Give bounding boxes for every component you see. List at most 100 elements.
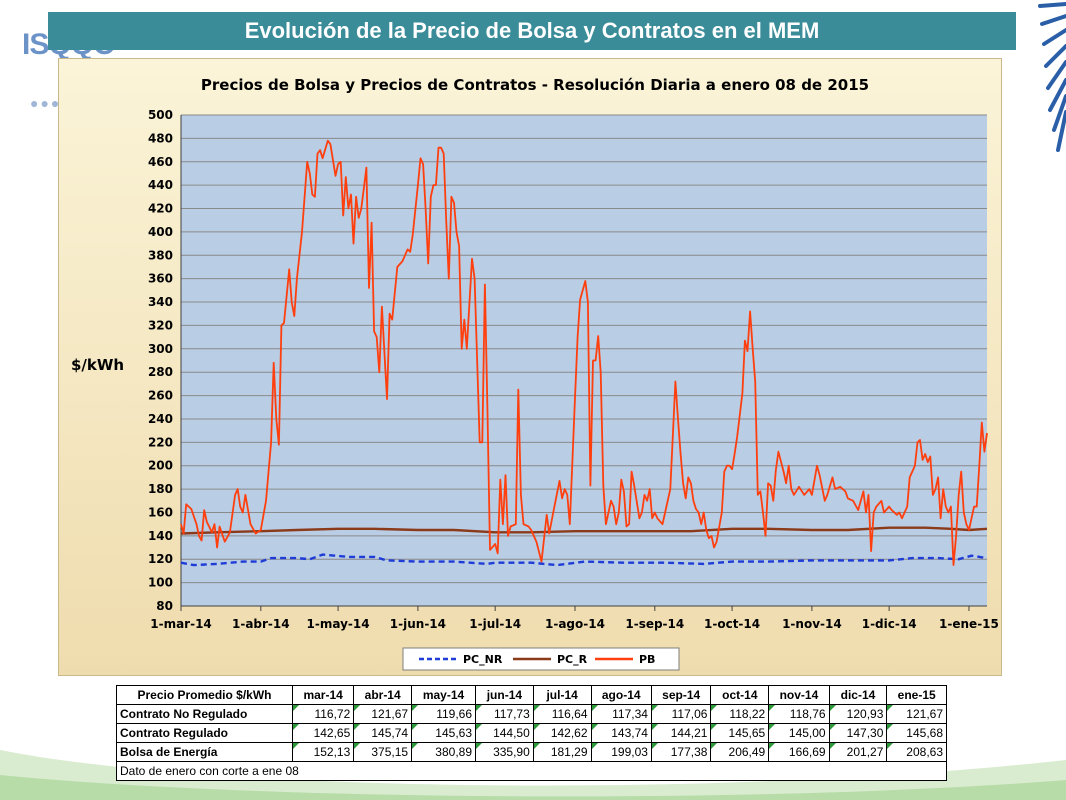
y-tick-label: 460 <box>148 155 173 169</box>
table-cell: 181,29 <box>532 742 592 762</box>
line-chart: Precios de Bolsa y Precios de Contratos … <box>71 76 999 671</box>
row-label: Contrato No Regulado <box>116 704 293 724</box>
table-cell: 142,62 <box>532 723 592 743</box>
x-tick-label: 1-dic-14 <box>862 617 917 631</box>
table-cell: 199,03 <box>590 742 652 762</box>
table-cell: 145,00 <box>768 723 830 743</box>
y-tick-label: 120 <box>148 552 173 566</box>
x-tick-label: 1-nov-14 <box>782 617 842 631</box>
sunburst-logo-icon <box>1038 2 1066 152</box>
y-tick-label: 240 <box>148 412 173 426</box>
y-tick-label: 160 <box>148 505 173 519</box>
y-tick-label: 440 <box>148 178 173 192</box>
table-cell: 144,50 <box>475 723 534 743</box>
x-tick-label: 1-mar-14 <box>150 617 212 631</box>
table-cell: 145,63 <box>411 723 476 743</box>
y-tick-label: 340 <box>148 295 173 309</box>
table-header-row: Precio Promedio $/kWh mar-14 abr-14 may-… <box>116 685 947 705</box>
table-cell: 145,74 <box>353 723 413 743</box>
table-cell: 206,49 <box>710 742 770 762</box>
y-tick-label: 180 <box>148 482 173 496</box>
y-tick-label: 500 <box>148 108 173 122</box>
y-tick-label: 380 <box>148 248 173 262</box>
table-header-cell: mar-14 <box>291 685 355 705</box>
price-table: Precio Promedio $/kWh mar-14 abr-14 may-… <box>116 685 947 781</box>
table-header-cell: may-14 <box>411 685 476 705</box>
table-cell: 143,74 <box>590 723 652 743</box>
table-cell: 121,67 <box>353 704 413 724</box>
y-tick-label: 280 <box>148 365 173 379</box>
table-header-cell: ago-14 <box>590 685 652 705</box>
table-cell: 375,15 <box>353 742 413 762</box>
table-cell: 335,90 <box>475 742 534 762</box>
table-cell: 120,93 <box>828 704 888 724</box>
chart-legend: PC_NR PC_R PB <box>402 647 680 671</box>
y-tick-label: 100 <box>148 576 173 590</box>
logo-dots: ●●● <box>30 95 62 111</box>
y-tick-label: 220 <box>148 435 173 449</box>
x-axis-ticks: 1-mar-14 1-abr-14 1-may-14 1-jun-14 1-jul-14… <box>150 606 999 631</box>
table-header-label: Precio Promedio $/kWh <box>116 685 293 705</box>
grid-lines <box>180 114 987 607</box>
table-header-cell: dic-14 <box>828 685 888 705</box>
y-axis-ticks: 80 100 120 140 160 180 200 220 240 260 280 300 320 34… <box>148 108 173 613</box>
table-cell: 208,63 <box>886 742 947 762</box>
table-cell: 147,30 <box>828 723 888 743</box>
table-cell: 119,66 <box>411 704 476 724</box>
y-tick-label: 140 <box>148 529 173 543</box>
x-tick-label: 1-sep-14 <box>625 617 684 631</box>
y-tick-label: 480 <box>148 131 173 145</box>
x-tick-label: 1-jul-14 <box>469 617 521 631</box>
table-cell: 166,69 <box>768 742 830 762</box>
x-tick-label: 1-oct-14 <box>704 617 760 631</box>
table-note-row: Dato de enero con corte a ene 08 <box>116 761 947 781</box>
table-cell: 118,76 <box>768 704 830 724</box>
x-tick-label: 1-jun-14 <box>390 617 446 631</box>
decorative-wave <box>0 750 1066 800</box>
y-tick-label: 200 <box>148 459 173 473</box>
y-tick-label: 300 <box>148 342 173 356</box>
table-cell: 116,72 <box>291 704 355 724</box>
row-label: Bolsa de Energía <box>116 742 293 762</box>
table-cell: 142,65 <box>291 723 355 743</box>
chart-container: Precios de Bolsa y Precios de Contratos … <box>58 58 1002 676</box>
table-cell: 177,38 <box>650 742 712 762</box>
table-cell: 380,89 <box>411 742 476 762</box>
row-label: Contrato Regulado <box>116 723 293 743</box>
y-tick-label: 400 <box>148 225 173 239</box>
y-tick-label: 360 <box>148 272 173 286</box>
page-title: Evolución de la Precio de Bolsa y Contra… <box>48 12 1016 50</box>
table-row: Bolsa de Energía 152,13 375,15 380,89 33… <box>116 742 947 762</box>
table-note: Dato de enero con corte a ene 08 <box>116 761 947 781</box>
y-tick-label: 320 <box>148 318 173 332</box>
table-cell: 116,64 <box>532 704 592 724</box>
table-cell: 145,68 <box>886 723 947 743</box>
y-tick-label: 420 <box>148 202 173 216</box>
y-axis-label: $/kWh <box>71 356 124 374</box>
table-row: Contrato Regulado 142,65 145,74 145,63 1… <box>116 723 947 743</box>
legend-label-pb: PB <box>639 653 655 666</box>
x-tick-label: 1-may-14 <box>307 617 370 631</box>
y-tick-label: 260 <box>148 389 173 403</box>
table-header-cell: jul-14 <box>532 685 592 705</box>
y-tick-label: 80 <box>156 599 173 613</box>
table-cell: 201,27 <box>828 742 888 762</box>
table-cell: 118,22 <box>710 704 770 724</box>
table-header-cell: abr-14 <box>353 685 413 705</box>
table-header-cell: ene-15 <box>886 685 947 705</box>
table-cell: 145,65 <box>710 723 770 743</box>
series-line-pb <box>180 139 988 566</box>
legend-label-pc-nr: PC_NR <box>463 653 503 666</box>
chart-title: Precios de Bolsa y Precios de Contratos … <box>201 76 869 94</box>
series-line-pc-r <box>180 526 988 535</box>
table-header-cell: nov-14 <box>768 685 830 705</box>
table-header-cell: oct-14 <box>710 685 770 705</box>
series-lines <box>180 139 988 567</box>
legend-label-pc-r: PC_R <box>557 653 588 666</box>
table-cell: 152,13 <box>291 742 355 762</box>
x-tick-label: 1-abr-14 <box>232 617 290 631</box>
table-cell: 121,67 <box>886 704 947 724</box>
table-cell: 117,06 <box>650 704 712 724</box>
x-tick-label: 1-ago-14 <box>545 617 605 631</box>
table-cell: 144,21 <box>650 723 712 743</box>
